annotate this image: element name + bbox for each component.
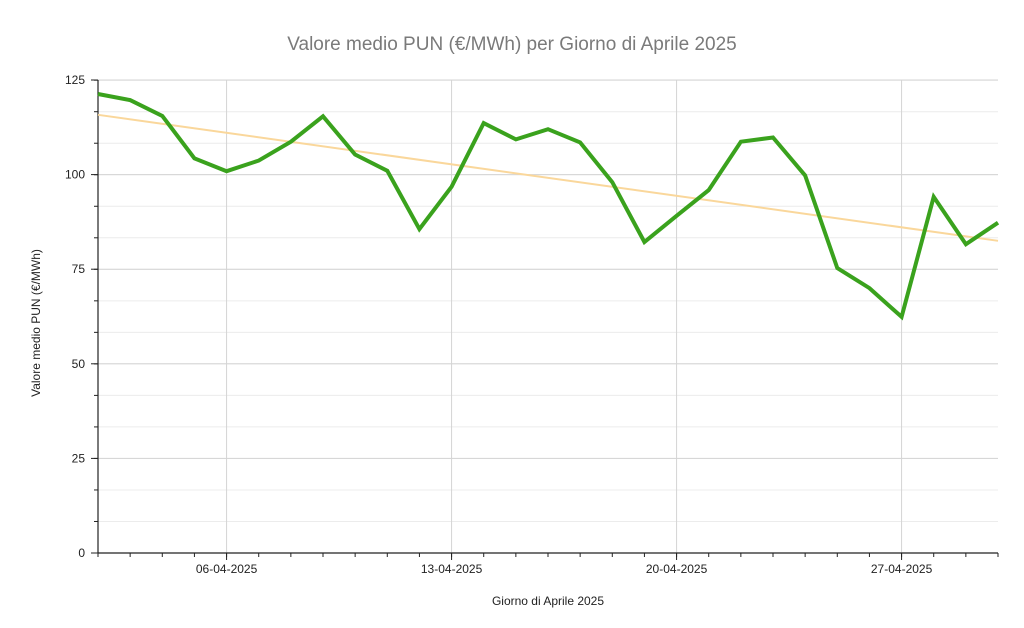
x-tick-label: 13-04-2025 bbox=[421, 562, 483, 576]
grid bbox=[98, 79, 998, 554]
axes bbox=[91, 79, 999, 560]
chart-title: Valore medio PUN (€/MWh) per Giorno di A… bbox=[287, 34, 737, 55]
x-tick-label: 27-04-2025 bbox=[871, 562, 933, 576]
series-layer bbox=[97, 92, 1000, 321]
y-tick-label: 25 bbox=[72, 451, 86, 465]
trendline bbox=[97, 113, 999, 242]
y-tick-label: 0 bbox=[78, 546, 85, 560]
trendline-layer bbox=[97, 113, 999, 242]
y-tick-label: 50 bbox=[72, 357, 86, 371]
y-tick-label: 75 bbox=[72, 262, 86, 276]
x-tick-label: 06-04-2025 bbox=[196, 562, 258, 576]
y-tick-label: 125 bbox=[65, 73, 85, 87]
x-tick-label: 20-04-2025 bbox=[646, 562, 708, 576]
y-axis-label: Valore medio PUN (€/MWh) bbox=[29, 249, 43, 397]
tick-labels: 0 25 50 75 100 125 06-04-2025 13-04-2025 20-04-2… bbox=[65, 73, 933, 576]
series-line bbox=[97, 92, 1000, 321]
x-axis-label: Giorno di Aprile 2025 bbox=[492, 594, 604, 608]
y-tick-label: 100 bbox=[65, 168, 85, 182]
